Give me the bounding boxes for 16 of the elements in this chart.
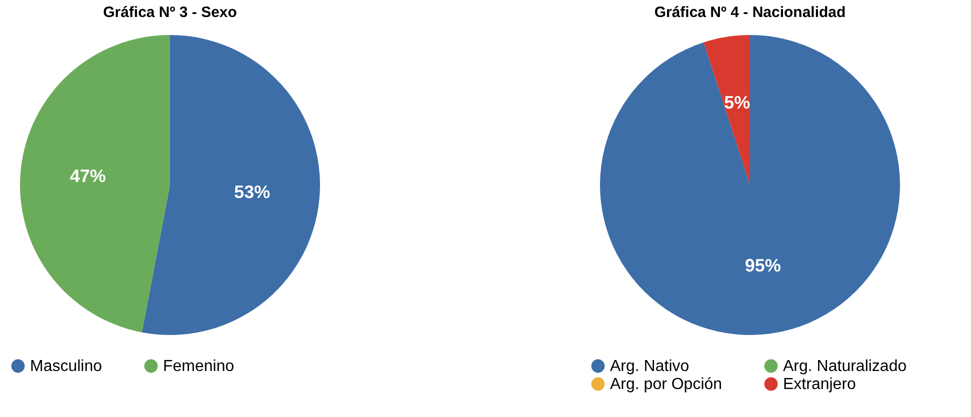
chart-title: Gráfica Nº 4 - Nacionalidad: [654, 4, 846, 21]
data-label: 95%: [744, 255, 781, 276]
legend-label: Arg. Naturalizado: [783, 358, 907, 375]
legend-label: Arg. por Opción: [610, 376, 722, 393]
data-label: 53%: [234, 182, 270, 202]
pie-slice: [20, 35, 170, 332]
legend-label: Masculino: [30, 358, 102, 375]
pie-slice: [704, 35, 750, 185]
legend-label: Arg. Nativo: [610, 358, 690, 375]
legend-label: Extranjero: [783, 376, 856, 393]
pie-slice: [600, 35, 900, 335]
data-label: 47%: [70, 166, 106, 186]
chart-title: Gráfica Nº 3 - Sexo: [103, 4, 237, 21]
legend-label: Femenino: [163, 358, 234, 375]
pie-slice: [142, 35, 320, 335]
data-label: 5%: [724, 92, 750, 113]
